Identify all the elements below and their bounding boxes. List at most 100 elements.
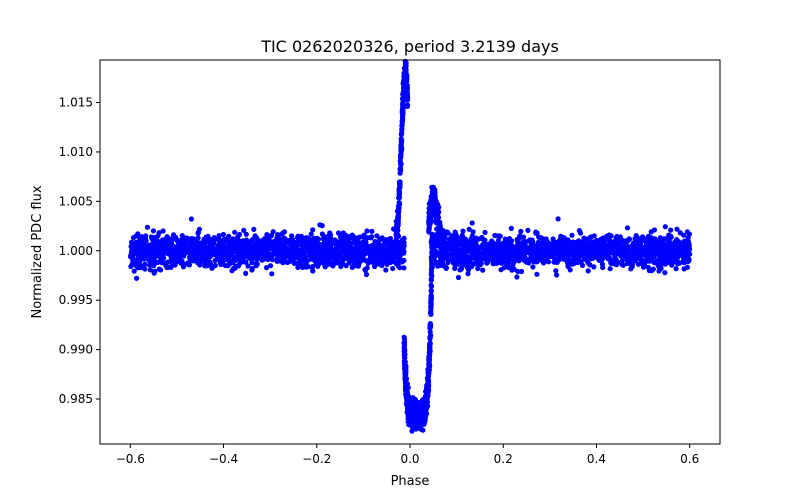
data-point	[656, 264, 662, 270]
data-point	[587, 235, 593, 241]
data-point	[452, 265, 458, 271]
data-point	[291, 245, 297, 251]
data-point	[491, 260, 497, 266]
data-point	[425, 377, 432, 383]
data-point	[393, 245, 399, 251]
data-point	[257, 245, 263, 251]
data-point	[557, 237, 563, 243]
data-point	[421, 412, 428, 418]
data-point	[569, 232, 575, 238]
data-point	[363, 271, 370, 278]
data-point	[279, 252, 285, 258]
data-point	[461, 237, 467, 243]
data-point	[644, 256, 650, 262]
data-point	[295, 239, 301, 245]
data-point	[407, 417, 413, 423]
data-point	[441, 262, 447, 269]
data-point	[477, 262, 483, 268]
data-point	[523, 248, 530, 254]
data-point	[428, 206, 434, 212]
data-point	[498, 267, 504, 273]
data-point	[465, 267, 472, 273]
data-point	[331, 256, 337, 262]
data-point	[166, 240, 173, 246]
data-point	[571, 257, 577, 263]
data-point	[393, 231, 399, 237]
x-tick-label: −0.4	[209, 452, 238, 466]
data-point	[561, 235, 567, 241]
data-point	[221, 236, 227, 242]
data-point	[428, 282, 434, 288]
data-point	[184, 238, 191, 244]
data-point	[470, 242, 476, 248]
data-point	[403, 68, 409, 74]
data-point	[615, 259, 621, 265]
data-point	[333, 243, 340, 249]
data-point	[369, 249, 375, 255]
data-point	[427, 341, 433, 347]
data-point	[349, 232, 355, 238]
data-point	[292, 253, 298, 259]
data-point	[220, 240, 226, 246]
data-point	[612, 253, 618, 259]
x-tick-label: 0.4	[587, 452, 606, 466]
data-point	[363, 239, 369, 245]
data-point	[150, 247, 156, 253]
data-point	[413, 410, 419, 416]
data-point	[686, 258, 692, 264]
data-point	[359, 255, 365, 262]
x-tick-label: −0.6	[116, 452, 145, 466]
data-point	[268, 239, 274, 245]
data-point	[178, 247, 184, 253]
data-point	[556, 256, 563, 263]
data-point	[252, 243, 258, 249]
data-point	[383, 254, 389, 260]
data-point	[675, 259, 681, 265]
data-point	[569, 249, 576, 255]
data-point	[495, 237, 502, 243]
data-point	[525, 227, 531, 233]
data-point	[315, 250, 321, 256]
data-point	[168, 264, 174, 270]
data-point	[396, 205, 402, 212]
data-point	[196, 256, 202, 262]
data-point	[461, 241, 467, 247]
data-point	[220, 231, 226, 238]
data-point	[131, 268, 137, 274]
data-point	[323, 236, 329, 242]
data-point	[675, 255, 681, 261]
data-point	[135, 248, 141, 254]
data-point	[130, 247, 136, 253]
data-point	[430, 190, 436, 196]
data-point	[686, 231, 693, 237]
data-point	[535, 239, 542, 245]
data-point	[684, 248, 690, 255]
data-point	[429, 239, 435, 245]
y-tick-label: 1.015	[59, 96, 93, 110]
data-point	[405, 102, 411, 108]
data-point	[663, 257, 669, 263]
data-point	[426, 225, 432, 231]
data-point	[624, 225, 631, 231]
data-point	[338, 244, 344, 250]
data-point	[401, 265, 407, 271]
data-point	[140, 254, 146, 260]
data-point	[437, 221, 443, 227]
data-point	[275, 250, 281, 257]
data-point	[423, 393, 430, 399]
data-point	[307, 252, 313, 258]
data-point	[471, 255, 477, 261]
data-point	[497, 233, 503, 239]
data-point	[399, 126, 405, 132]
data-point	[430, 259, 436, 265]
data-point	[215, 244, 221, 250]
x-tick-label: 0.6	[680, 452, 699, 466]
data-point	[530, 264, 536, 270]
data-point	[639, 246, 646, 252]
data-point	[496, 247, 502, 253]
data-point	[508, 225, 514, 231]
data-point	[578, 258, 584, 265]
y-tick-label: 1.010	[59, 145, 93, 159]
data-point	[473, 235, 479, 241]
